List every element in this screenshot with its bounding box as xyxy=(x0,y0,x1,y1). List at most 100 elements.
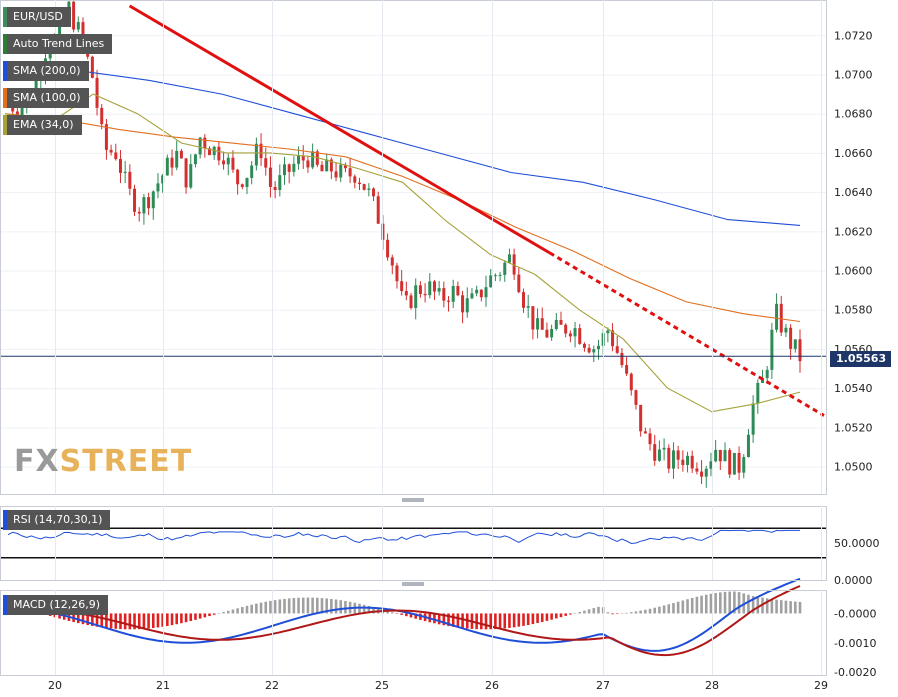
candle-body xyxy=(751,403,755,435)
candle-body xyxy=(746,434,750,458)
macd-histogram-bar xyxy=(151,613,155,629)
macd-histogram-bar xyxy=(456,613,460,628)
candle-body xyxy=(264,158,268,168)
candle-body xyxy=(465,298,469,313)
x-tick-label: 28 xyxy=(705,679,719,692)
candle-body xyxy=(690,455,694,469)
candle-body xyxy=(671,450,675,469)
candle-body xyxy=(620,352,624,366)
candle-body xyxy=(442,288,446,301)
macd-badge[interactable]: MACD (12,26,9) xyxy=(3,595,109,615)
macd-histogram-bar xyxy=(690,597,694,614)
candle-body xyxy=(578,328,582,344)
candle-body xyxy=(756,382,760,404)
macd-histogram-bar xyxy=(100,613,104,628)
indicator-label: Auto Trend Lines xyxy=(13,37,105,50)
candle-body xyxy=(456,285,460,296)
candle-body xyxy=(596,345,600,350)
candle-body xyxy=(414,285,418,308)
candle-body xyxy=(564,324,568,334)
macd-histogram-bar xyxy=(681,600,685,614)
candle-body xyxy=(526,306,530,308)
candle-body xyxy=(718,449,722,462)
candle-body xyxy=(118,159,122,173)
macd-histogram-bar xyxy=(189,613,193,622)
candle-body xyxy=(179,150,183,159)
macd-histogram-bar xyxy=(236,608,239,614)
macd-histogram-bar xyxy=(58,613,61,619)
macd-histogram-bar xyxy=(409,613,413,618)
candle-body xyxy=(109,149,113,153)
candle-body xyxy=(723,450,727,462)
macd-histogram-bar xyxy=(653,607,657,614)
candle-body xyxy=(531,306,535,330)
indicator-badge-trendlines[interactable]: Auto Trend Lines xyxy=(3,34,113,54)
candle-body xyxy=(100,107,104,125)
macd-histogram-bar xyxy=(634,611,638,614)
candle-body xyxy=(306,160,310,168)
macd-histogram-bar xyxy=(545,613,549,621)
candle-body xyxy=(592,349,596,353)
rsi-badge[interactable]: RSI (14,70,30,1) xyxy=(3,510,111,530)
candle-body xyxy=(15,111,19,117)
macd-color-bar xyxy=(3,595,7,615)
macd-histogram-bar xyxy=(714,592,717,614)
indicator-badge-sma100[interactable]: SMA (100,0) xyxy=(3,88,89,108)
candle-body xyxy=(522,292,526,308)
candle-body xyxy=(634,390,638,405)
macd-histogram-bar xyxy=(620,613,624,614)
candle-body xyxy=(353,176,357,183)
macd-histogram-bar xyxy=(344,600,347,614)
candle-body xyxy=(58,17,62,37)
candle-body xyxy=(615,346,619,353)
candle-body xyxy=(81,22,85,43)
macd-histogram-bar xyxy=(166,613,169,627)
candle-body xyxy=(770,329,774,370)
indicator-badge-ema34[interactable]: EMA (34,0) xyxy=(3,115,82,135)
candle-body xyxy=(386,239,390,258)
macd-histogram-bar xyxy=(161,613,164,627)
y-tick-label: 1.0540 xyxy=(834,382,873,395)
macd-histogram-bar xyxy=(105,613,108,628)
candle-body xyxy=(128,171,132,189)
macd-histogram-bar xyxy=(297,597,300,614)
macd-histogram-bar xyxy=(592,608,596,614)
candle-body xyxy=(123,171,127,173)
macd-histogram-bar xyxy=(704,594,708,614)
macd-histogram-bar xyxy=(269,600,272,614)
macd-histogram-bar xyxy=(283,598,286,614)
macd-histogram-bar xyxy=(756,596,760,614)
macd-histogram-bar xyxy=(386,610,389,614)
candle-body xyxy=(395,265,399,282)
symbol-badge[interactable]: EUR/USD xyxy=(3,7,71,27)
candle-body xyxy=(292,163,296,172)
macd-histogram-bar xyxy=(292,598,296,614)
macd-histogram-bar xyxy=(320,598,324,614)
candle-body xyxy=(461,295,465,313)
macd-histogram-bar xyxy=(119,613,122,630)
macd-histogram-bar xyxy=(447,613,450,627)
candle-body xyxy=(512,254,516,275)
candle-body xyxy=(536,318,540,330)
macd-histogram-bar xyxy=(573,613,577,614)
macd-histogram-bar xyxy=(508,613,511,628)
x-axis: 20 21 22 25 26 27 28 29 xyxy=(48,679,828,692)
trendline-solid xyxy=(128,4,551,255)
macd-histogram-bar xyxy=(667,604,671,614)
candle-body xyxy=(489,275,493,288)
macd-histogram-bar xyxy=(372,607,375,614)
macd-histogram-bar xyxy=(395,613,399,614)
candle-body xyxy=(254,143,258,166)
candle-body xyxy=(250,165,254,178)
candle-body xyxy=(432,281,436,292)
rsi-y-tick-label: 0.0000 xyxy=(834,574,873,587)
candle-body xyxy=(587,347,591,353)
candle-body xyxy=(545,329,549,338)
macd-histogram-bar xyxy=(531,613,535,625)
macd-histogram-bar xyxy=(644,609,647,614)
candle-body xyxy=(376,196,380,224)
macd-histogram-bar xyxy=(208,613,211,617)
indicator-badge-sma200[interactable]: SMA (200,0) xyxy=(3,61,89,81)
candle-body xyxy=(643,431,647,434)
sma200-line xyxy=(4,68,801,226)
